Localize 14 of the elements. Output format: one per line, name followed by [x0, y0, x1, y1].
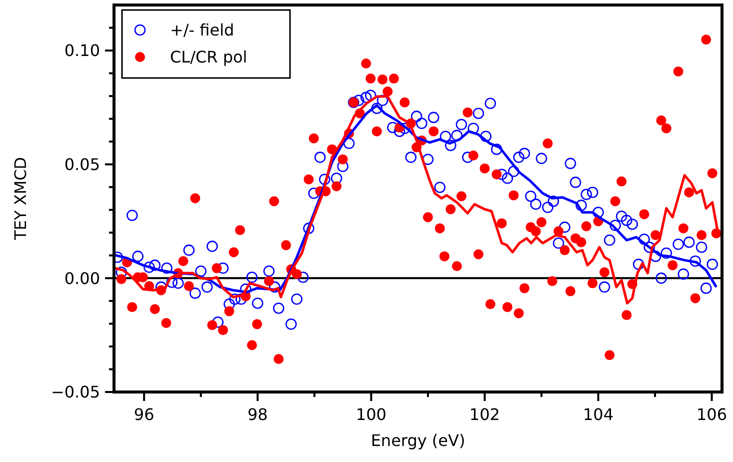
- legend-label: +/- field: [170, 20, 234, 40]
- x-tick-label: 98: [247, 405, 268, 424]
- x-axis-title: Energy (eV): [370, 431, 466, 450]
- y-axis-title: TEY XMCD: [11, 157, 30, 241]
- x-tick-label: 96: [134, 405, 154, 424]
- y-tick-label: 0.10: [64, 41, 100, 60]
- legend-label: CL/CR pol: [170, 48, 248, 67]
- x-tick-label: 106: [696, 405, 728, 424]
- y-tick-label: 0.05: [64, 154, 100, 174]
- x-tick-label: 100: [356, 405, 386, 424]
- y-tick-label: 0.00: [64, 268, 100, 288]
- x-tick-label: 104: [582, 405, 614, 424]
- y-tick-label: −0.05: [50, 382, 100, 402]
- x-tick-label: 102: [469, 405, 500, 424]
